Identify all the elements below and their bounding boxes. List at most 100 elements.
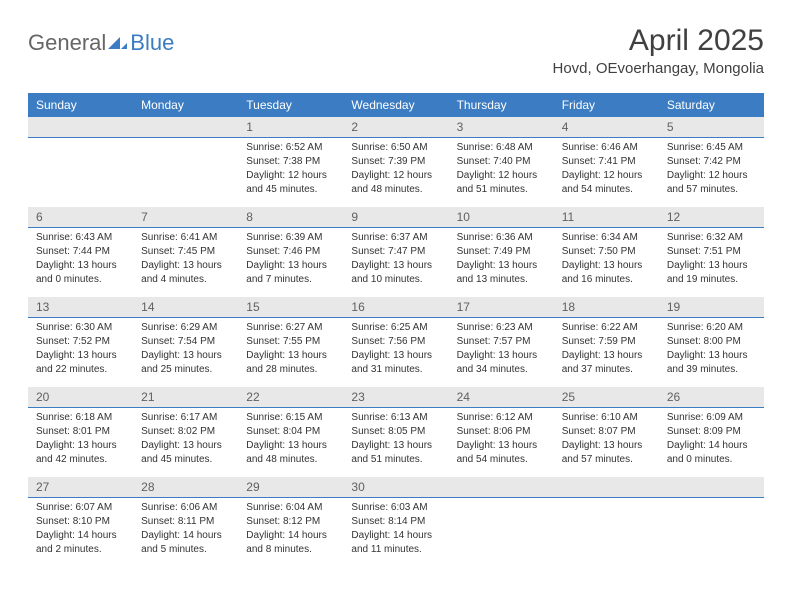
day-number-cell (659, 477, 764, 498)
day-number-cell: 18 (554, 297, 659, 318)
day-number-cell: 23 (343, 387, 448, 408)
daylight-text: Daylight: 13 hours and 34 minutes. (457, 349, 546, 377)
day-number-cell: 30 (343, 477, 448, 498)
daylight-text: Daylight: 13 hours and 22 minutes. (36, 349, 125, 377)
weekday-header: Saturday (659, 93, 764, 117)
daylight-text: Daylight: 13 hours and 19 minutes. (667, 259, 756, 287)
sunset-text: Sunset: 7:38 PM (246, 155, 335, 169)
day-content-cell (554, 498, 659, 568)
day-content-cell: Sunrise: 6:18 AMSunset: 8:01 PMDaylight:… (28, 408, 133, 478)
sunset-text: Sunset: 7:45 PM (141, 245, 230, 259)
day-content-cell: Sunrise: 6:50 AMSunset: 7:39 PMDaylight:… (343, 138, 448, 208)
sunset-text: Sunset: 7:56 PM (351, 335, 440, 349)
day-number-cell: 17 (449, 297, 554, 318)
logo: General Blue (28, 30, 174, 56)
day-content-cell: Sunrise: 6:10 AMSunset: 8:07 PMDaylight:… (554, 408, 659, 478)
sunrise-text: Sunrise: 6:03 AM (351, 501, 440, 515)
sunrise-text: Sunrise: 6:15 AM (246, 411, 335, 425)
day-number-row: 20212223242526 (28, 387, 764, 408)
day-content-cell: Sunrise: 6:03 AMSunset: 8:14 PMDaylight:… (343, 498, 448, 568)
day-number-row: 13141516171819 (28, 297, 764, 318)
day-number-cell (554, 477, 659, 498)
weekday-header: Tuesday (238, 93, 343, 117)
sunrise-text: Sunrise: 6:20 AM (667, 321, 756, 335)
daylight-text: Daylight: 13 hours and 4 minutes. (141, 259, 230, 287)
sunrise-text: Sunrise: 6:39 AM (246, 231, 335, 245)
daylight-text: Daylight: 13 hours and 42 minutes. (36, 439, 125, 467)
day-number-cell: 20 (28, 387, 133, 408)
sunrise-text: Sunrise: 6:30 AM (36, 321, 125, 335)
sunset-text: Sunset: 7:57 PM (457, 335, 546, 349)
day-number-cell: 9 (343, 207, 448, 228)
day-content-cell: Sunrise: 6:23 AMSunset: 7:57 PMDaylight:… (449, 318, 554, 388)
day-content-row: Sunrise: 6:18 AMSunset: 8:01 PMDaylight:… (28, 408, 764, 478)
day-content-cell (133, 138, 238, 208)
daylight-text: Daylight: 14 hours and 8 minutes. (246, 529, 335, 557)
daylight-text: Daylight: 14 hours and 5 minutes. (141, 529, 230, 557)
sunset-text: Sunset: 7:52 PM (36, 335, 125, 349)
sunset-text: Sunset: 7:59 PM (562, 335, 651, 349)
weekday-header: Wednesday (343, 93, 448, 117)
daylight-text: Daylight: 12 hours and 57 minutes. (667, 169, 756, 197)
day-content-cell: Sunrise: 6:37 AMSunset: 7:47 PMDaylight:… (343, 228, 448, 298)
sunrise-text: Sunrise: 6:18 AM (36, 411, 125, 425)
day-content-row: Sunrise: 6:30 AMSunset: 7:52 PMDaylight:… (28, 318, 764, 388)
sunrise-text: Sunrise: 6:27 AM (246, 321, 335, 335)
day-content-cell: Sunrise: 6:09 AMSunset: 8:09 PMDaylight:… (659, 408, 764, 478)
sunrise-text: Sunrise: 6:04 AM (246, 501, 335, 515)
day-number-cell: 10 (449, 207, 554, 228)
day-content-cell: Sunrise: 6:34 AMSunset: 7:50 PMDaylight:… (554, 228, 659, 298)
daylight-text: Daylight: 13 hours and 28 minutes. (246, 349, 335, 377)
sunrise-text: Sunrise: 6:52 AM (246, 141, 335, 155)
day-number-row: 12345 (28, 117, 764, 138)
day-content-cell: Sunrise: 6:45 AMSunset: 7:42 PMDaylight:… (659, 138, 764, 208)
day-content-cell: Sunrise: 6:25 AMSunset: 7:56 PMDaylight:… (343, 318, 448, 388)
day-number-cell: 15 (238, 297, 343, 318)
sunrise-text: Sunrise: 6:45 AM (667, 141, 756, 155)
day-number-cell: 21 (133, 387, 238, 408)
day-number-cell: 19 (659, 297, 764, 318)
daylight-text: Daylight: 13 hours and 31 minutes. (351, 349, 440, 377)
sunrise-text: Sunrise: 6:37 AM (351, 231, 440, 245)
day-content-cell: Sunrise: 6:04 AMSunset: 8:12 PMDaylight:… (238, 498, 343, 568)
day-content-cell: Sunrise: 6:30 AMSunset: 7:52 PMDaylight:… (28, 318, 133, 388)
day-content-cell: Sunrise: 6:06 AMSunset: 8:11 PMDaylight:… (133, 498, 238, 568)
day-number-cell: 1 (238, 117, 343, 138)
day-number-cell: 4 (554, 117, 659, 138)
sunrise-text: Sunrise: 6:23 AM (457, 321, 546, 335)
day-content-cell: Sunrise: 6:46 AMSunset: 7:41 PMDaylight:… (554, 138, 659, 208)
sunset-text: Sunset: 7:47 PM (351, 245, 440, 259)
day-number-cell: 2 (343, 117, 448, 138)
day-content-cell: Sunrise: 6:17 AMSunset: 8:02 PMDaylight:… (133, 408, 238, 478)
day-content-cell: Sunrise: 6:20 AMSunset: 8:00 PMDaylight:… (659, 318, 764, 388)
sunset-text: Sunset: 7:51 PM (667, 245, 756, 259)
sunset-text: Sunset: 8:10 PM (36, 515, 125, 529)
day-number-row: 27282930 (28, 477, 764, 498)
sunrise-text: Sunrise: 6:07 AM (36, 501, 125, 515)
weekday-header: Monday (133, 93, 238, 117)
sunrise-text: Sunrise: 6:32 AM (667, 231, 756, 245)
day-number-cell: 28 (133, 477, 238, 498)
day-content-cell: Sunrise: 6:43 AMSunset: 7:44 PMDaylight:… (28, 228, 133, 298)
daylight-text: Daylight: 13 hours and 37 minutes. (562, 349, 651, 377)
sunrise-text: Sunrise: 6:12 AM (457, 411, 546, 425)
day-content-row: Sunrise: 6:52 AMSunset: 7:38 PM Daylight:… (28, 138, 764, 208)
day-number-cell: 13 (28, 297, 133, 318)
logo-text-blue: Blue (130, 30, 174, 56)
day-number-cell: 29 (238, 477, 343, 498)
day-content-row: Sunrise: 6:07 AMSunset: 8:10 PM Daylight:… (28, 498, 764, 568)
daylight-text: Daylight: 13 hours and 39 minutes. (667, 349, 756, 377)
weekday-header: Friday (554, 93, 659, 117)
daylight-text: Daylight: 13 hours and 0 minutes. (36, 259, 125, 287)
day-content-cell: Sunrise: 6:52 AMSunset: 7:38 PMDaylight:… (238, 138, 343, 208)
sunset-text: Sunset: 7:54 PM (141, 335, 230, 349)
day-number-cell: 25 (554, 387, 659, 408)
day-number-cell (449, 477, 554, 498)
daylight-text: Daylight: 13 hours and 16 minutes. (562, 259, 651, 287)
day-number-cell: 14 (133, 297, 238, 318)
daylight-text: Daylight: 13 hours and 25 minutes. (141, 349, 230, 377)
sunset-text: Sunset: 7:44 PM (36, 245, 125, 259)
day-content-cell: Sunrise: 6:15 AMSunset: 8:04 PMDaylight:… (238, 408, 343, 478)
sunrise-text: Sunrise: 6:09 AM (667, 411, 756, 425)
sunset-text: Sunset: 7:50 PM (562, 245, 651, 259)
